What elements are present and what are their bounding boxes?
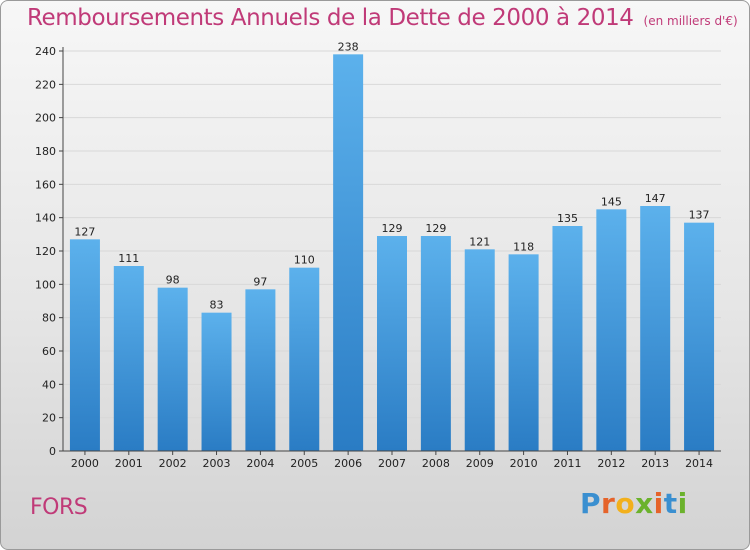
- x-tick-label: 2005: [290, 457, 318, 470]
- data-label: 111: [118, 252, 139, 265]
- x-tick-label: 2009: [466, 457, 494, 470]
- y-tick-label: 220: [35, 78, 56, 91]
- x-tick-label: 2004: [246, 457, 274, 470]
- y-tick-label: 180: [35, 145, 56, 158]
- data-label: 83: [210, 299, 224, 312]
- logo-letter: r: [601, 487, 616, 520]
- logo-letter: P: [580, 487, 602, 520]
- x-tick-label: 2012: [597, 457, 625, 470]
- bar-2005: [289, 267, 320, 451]
- bar-2007: [377, 236, 407, 451]
- x-tick-label: 2000: [71, 457, 99, 470]
- bar-2006: [333, 54, 364, 451]
- x-tick-label: 2008: [422, 457, 450, 470]
- x-tick-label: 2013: [641, 457, 669, 470]
- data-label: 135: [557, 212, 578, 225]
- y-tick-label: 20: [42, 412, 56, 425]
- axes: [59, 47, 721, 455]
- bars: [69, 54, 715, 451]
- y-tick-label: 140: [35, 212, 56, 225]
- logo-letter: o: [615, 487, 636, 520]
- x-tick-label: 2010: [510, 457, 538, 470]
- data-label: 97: [253, 275, 267, 288]
- x-tick-label: 2003: [203, 457, 231, 470]
- data-label: 137: [689, 209, 710, 222]
- bar-2009: [464, 249, 495, 451]
- data-label: 147: [645, 192, 666, 205]
- x-tick-label: 2002: [159, 457, 187, 470]
- y-tick-label: 200: [35, 112, 56, 125]
- labels: 0 20 40 60 80 100 120 140 160 180 200 220 240 127 2000…: [35, 40, 713, 470]
- y-tick-label: 40: [42, 378, 56, 391]
- chart-title: Remboursements Annuels de la Dette de 20…: [27, 5, 634, 31]
- logo-letter: i: [653, 487, 664, 520]
- bar-2012: [596, 209, 627, 451]
- x-tick-label: 2007: [378, 457, 406, 470]
- bar-2010: [508, 254, 539, 451]
- y-tick-label: 240: [35, 45, 56, 58]
- data-label: 118: [513, 240, 534, 253]
- logo-letter: i: [677, 487, 688, 520]
- y-tick-label: 80: [42, 312, 56, 325]
- bar-2003: [201, 312, 232, 451]
- x-tick-label: 2006: [334, 457, 362, 470]
- commune-name: FORS: [30, 495, 88, 520]
- data-label: 129: [382, 222, 403, 235]
- bar-2000: [69, 239, 100, 451]
- bar-2008: [420, 236, 451, 451]
- x-tick-label: 2001: [115, 457, 143, 470]
- y-tick-label: 160: [35, 178, 56, 191]
- logo-letter: t: [663, 487, 678, 520]
- data-label: 129: [425, 222, 446, 235]
- data-label: 238: [338, 40, 359, 53]
- data-label: 121: [469, 235, 490, 248]
- y-tick-label: 0: [49, 445, 56, 458]
- chart-title-row: Remboursements Annuels de la Dette de 20…: [27, 5, 738, 31]
- y-tick-label: 60: [42, 345, 56, 358]
- data-label: 127: [74, 225, 95, 238]
- data-label: 145: [601, 195, 622, 208]
- bar-2011: [552, 226, 583, 451]
- bar-2002: [157, 287, 188, 451]
- logo-letter: x: [635, 487, 654, 520]
- bar-2001: [113, 266, 144, 451]
- x-tick-label: 2011: [553, 457, 581, 470]
- y-tick-label: 120: [35, 245, 56, 258]
- data-label: 98: [166, 274, 180, 287]
- proxiti-logo: Proxiti: [580, 487, 688, 520]
- y-tick-label: 100: [35, 278, 56, 291]
- data-label: 110: [294, 254, 315, 267]
- bar-2014: [684, 222, 715, 451]
- bar-2004: [245, 289, 276, 451]
- chart-subtitle: (en milliers d'€): [643, 14, 738, 28]
- x-tick-label: 2014: [685, 457, 713, 470]
- bar-2013: [640, 206, 671, 451]
